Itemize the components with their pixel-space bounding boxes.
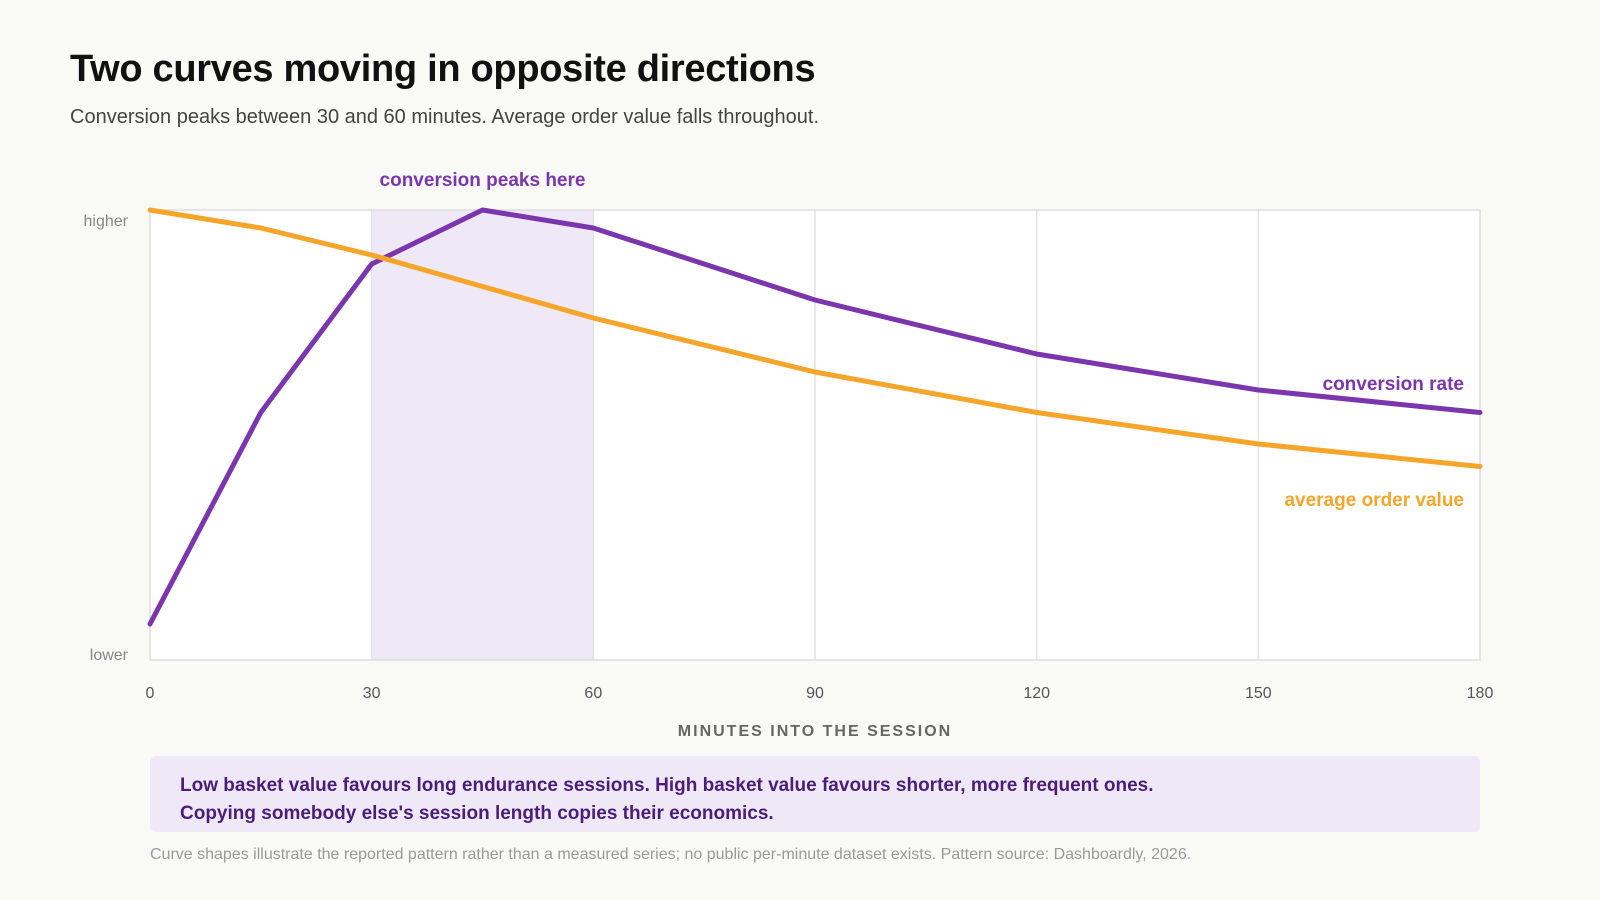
x-tick-label: 0 bbox=[146, 685, 155, 702]
plot-border bbox=[149, 209, 1481, 661]
series-line-conversion-rate bbox=[147, 207, 1483, 627]
series-label-average-order-value: average order value bbox=[1284, 490, 1464, 511]
x-tick-label: 60 bbox=[584, 685, 602, 702]
chart-title: Two curves moving in opposite directions bbox=[70, 48, 816, 90]
x-tick-label: 30 bbox=[363, 685, 381, 702]
x-axis-title: MINUTES INTO THE SESSION bbox=[678, 723, 952, 740]
x-tick-label: 120 bbox=[1023, 685, 1050, 702]
highlight-band-label: conversion peaks here bbox=[380, 170, 586, 191]
line-chart: conversion peaks here higher lower 0 30 60 90 1… bbox=[84, 170, 1494, 740]
callout-line-2: Copying somebody else's session length c… bbox=[180, 803, 774, 824]
series-line-average-order-value bbox=[147, 207, 1483, 469]
highlight-band bbox=[371, 210, 594, 660]
chart-subtitle: Conversion peaks between 30 and 60 minut… bbox=[70, 106, 820, 128]
x-tick-label: 90 bbox=[806, 685, 824, 702]
callout-line-1: Low basket value favours long endurance … bbox=[180, 775, 1154, 796]
source-footnote: Curve shapes illustrate the reported pat… bbox=[150, 846, 1192, 863]
y-label-lower: lower bbox=[90, 647, 129, 664]
x-tick-label: 150 bbox=[1245, 685, 1272, 702]
series-label-conversion-rate: conversion rate bbox=[1323, 374, 1465, 395]
x-tick-label: 180 bbox=[1467, 685, 1494, 702]
takeaway-callout: Low basket value favours long endurance … bbox=[150, 756, 1480, 832]
y-label-higher: higher bbox=[84, 213, 129, 230]
